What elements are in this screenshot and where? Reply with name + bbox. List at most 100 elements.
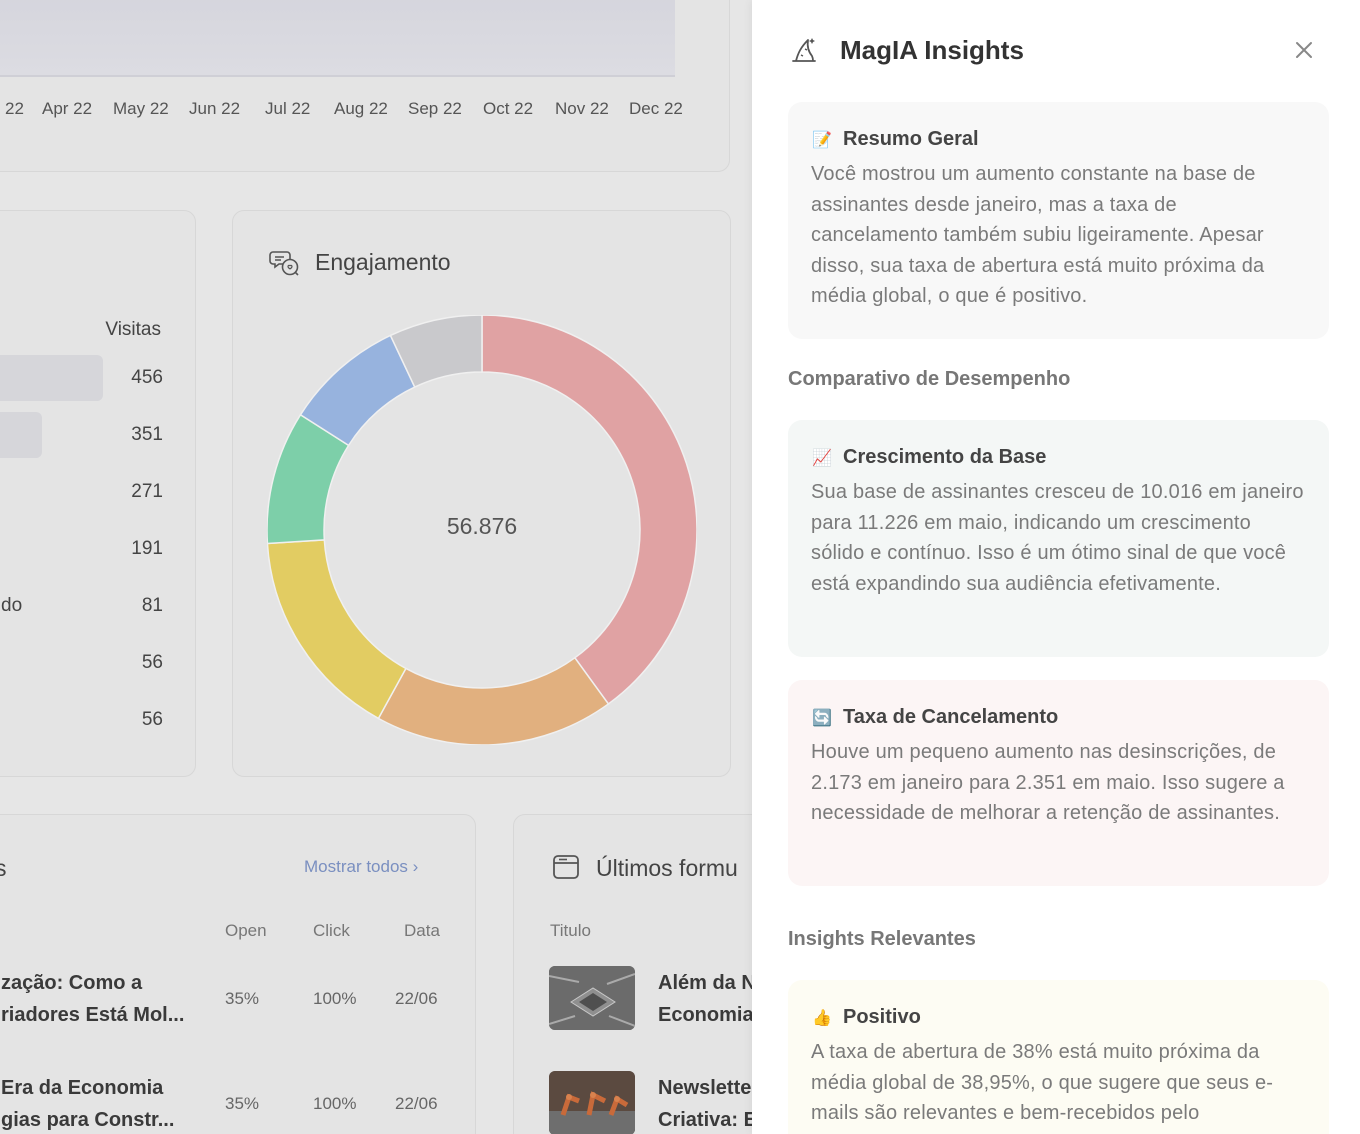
donut-slice[interactable] bbox=[377, 656, 610, 745]
visits-value: 56 bbox=[141, 709, 163, 730]
form-thumbnail[interactable] bbox=[549, 1071, 635, 1134]
newsletters-card: s Mostrar todos › Open Click Data zação:… bbox=[0, 814, 476, 1134]
month-tick: Jun 22 bbox=[189, 99, 241, 118]
growth-text: Sua base de assinantes cresceu de 10.016… bbox=[811, 481, 1304, 595]
month-tick: Jul 22 bbox=[265, 99, 311, 118]
visits-header: Visitas bbox=[105, 319, 161, 340]
factory-robots-image-icon bbox=[549, 1071, 635, 1134]
visits-bar bbox=[0, 412, 42, 458]
donut-slice[interactable] bbox=[481, 315, 697, 705]
visits-row: 456 bbox=[0, 355, 197, 401]
visits-bar bbox=[0, 355, 103, 401]
row-title-line: Era da Economia bbox=[1, 1077, 164, 1099]
panel-title: MagIA Insights bbox=[840, 34, 1024, 65]
visits-value: 271 bbox=[131, 481, 163, 502]
row-title-line: riadores Está Mol... bbox=[1, 1004, 185, 1026]
dashboard-background: 22 Apr 22 May 22 Jun 22 Jul 22 Aug 22 Se… bbox=[0, 0, 752, 1134]
newsletter-row-title[interactable]: zação: Como a riadores Está Mol... bbox=[1, 967, 184, 1031]
visits-card: Visitas 456 351 271 191 do 81 56 56 bbox=[0, 210, 196, 777]
row-title-line: zação: Como a bbox=[1, 972, 143, 994]
engagement-total: 56.876 bbox=[446, 513, 518, 539]
newsletters-title: s bbox=[0, 855, 7, 881]
positive-card-title: 👍 Positivo bbox=[811, 1006, 1306, 1029]
close-icon[interactable] bbox=[1292, 38, 1316, 62]
visits-value: 456 bbox=[131, 367, 163, 388]
growth-title-text: Crescimento da Base bbox=[843, 446, 1047, 468]
row-open: 35% bbox=[225, 989, 260, 1008]
churn-title-text: Taxa de Cancelamento bbox=[843, 706, 1059, 728]
positive-card: 👍 Positivo A taxa de abertura de 38% est… bbox=[788, 980, 1329, 1134]
row-click: 100% bbox=[313, 1094, 357, 1113]
positive-text: A taxa de abertura de 38% está muito pró… bbox=[811, 1041, 1274, 1125]
month-tick: Aug 22 bbox=[334, 99, 388, 118]
summary-card: 📝 Resumo Geral Você mostrou um aumento c… bbox=[788, 102, 1329, 339]
show-all-link[interactable]: Mostrar todos › bbox=[304, 857, 418, 877]
col-open: Open bbox=[225, 921, 267, 940]
engagement-title: Engajamento bbox=[315, 249, 451, 275]
row-click: 100% bbox=[313, 989, 357, 1008]
visits-value: 351 bbox=[131, 424, 163, 445]
chip-image-icon bbox=[549, 966, 635, 1030]
churn-text: Houve um pequeno aumento nas desinscriçõ… bbox=[811, 741, 1285, 825]
chart-up-icon: 📈 bbox=[812, 449, 832, 467]
summary-card-title: 📝 Resumo Geral bbox=[811, 128, 1306, 151]
month-tick: Nov 22 bbox=[555, 99, 609, 118]
row-date: 22/06 bbox=[395, 989, 438, 1008]
row-title-line: Criativa: E bbox=[658, 1109, 752, 1131]
visits-row: 56 bbox=[0, 697, 197, 743]
show-all-label: Mostrar todos bbox=[304, 857, 408, 876]
visits-row: 56 bbox=[0, 640, 197, 686]
subscribers-chart-card: 22 Apr 22 May 22 Jun 22 Jul 22 Aug 22 Se… bbox=[0, 0, 730, 172]
area-chart-fill bbox=[0, 0, 675, 77]
month-tick: Oct 22 bbox=[483, 99, 534, 118]
month-tick: 22 bbox=[5, 99, 24, 118]
engagement-card: Engajamento 56.876 bbox=[232, 210, 731, 777]
churn-card-title: 🔄 Taxa de Cancelamento bbox=[811, 706, 1306, 729]
browser-window-icon bbox=[553, 855, 579, 879]
newsletter-row-title[interactable]: Era da Economia gias para Constr... bbox=[1, 1072, 174, 1134]
engagement-donut-chart bbox=[267, 315, 697, 745]
row-open: 35% bbox=[225, 1094, 260, 1113]
form-thumbnail[interactable] bbox=[549, 966, 635, 1030]
month-tick: Apr 22 bbox=[42, 99, 93, 118]
churn-card: 🔄 Taxa de Cancelamento Houve um pequeno … bbox=[788, 680, 1329, 886]
donut-slice[interactable] bbox=[267, 539, 407, 720]
month-tick: Dec 22 bbox=[629, 99, 683, 118]
col-date: Data bbox=[404, 921, 440, 940]
positive-title-text: Positivo bbox=[843, 1006, 921, 1028]
row-date: 22/06 bbox=[395, 1094, 438, 1113]
visits-value: 81 bbox=[141, 595, 163, 616]
col-click: Click bbox=[313, 921, 350, 940]
growth-card: 📈 Crescimento da Base Sua base de assina… bbox=[788, 420, 1329, 657]
summary-text: Você mostrou um aumento constante na bas… bbox=[811, 163, 1265, 308]
form-row-title[interactable]: Além da N Economia bbox=[658, 967, 752, 1031]
insights-heading: Insights Relevantes bbox=[788, 928, 976, 950]
visits-value: 56 bbox=[141, 652, 163, 673]
month-tick: May 22 bbox=[113, 99, 169, 118]
chat-bubbles-icon bbox=[269, 251, 299, 276]
visits-value: 191 bbox=[131, 538, 163, 559]
comparison-heading: Comparativo de Desempenho bbox=[788, 368, 1071, 390]
donut-slice[interactable] bbox=[389, 315, 483, 389]
form-row-title[interactable]: Newslette Criativa: E bbox=[658, 1072, 752, 1134]
chart-x-axis: 22 Apr 22 May 22 Jun 22 Jul 22 Aug 22 Se… bbox=[0, 99, 683, 119]
chevron-right-icon: › bbox=[412, 857, 419, 876]
growth-card-title: 📈 Crescimento da Base bbox=[811, 446, 1306, 469]
forms-title: Últimos formu bbox=[596, 855, 738, 881]
col-title: Titulo bbox=[550, 921, 591, 940]
row-title-line: gias para Constr... bbox=[1, 1109, 175, 1131]
forms-card: Últimos formu Titulo Além da N Economia bbox=[513, 814, 752, 1134]
visits-row: do 81 bbox=[0, 583, 197, 629]
month-tick: Sep 22 bbox=[408, 99, 462, 118]
thumbs-up-icon: 👍 bbox=[812, 1009, 832, 1027]
row-title-line: Economia bbox=[658, 1004, 752, 1026]
insights-panel: MagIA Insights 📝 Resumo Geral Você mostr… bbox=[752, 0, 1360, 1134]
visits-label: do bbox=[1, 595, 23, 616]
panel-header: MagIA Insights bbox=[788, 30, 1024, 70]
visits-row: 271 bbox=[0, 469, 197, 515]
row-title-line: Newslette bbox=[658, 1077, 752, 1099]
wizard-hat-icon bbox=[792, 38, 816, 62]
memo-icon: 📝 bbox=[812, 131, 832, 149]
summary-title-text: Resumo Geral bbox=[843, 128, 979, 150]
visits-row: 191 bbox=[0, 526, 197, 572]
